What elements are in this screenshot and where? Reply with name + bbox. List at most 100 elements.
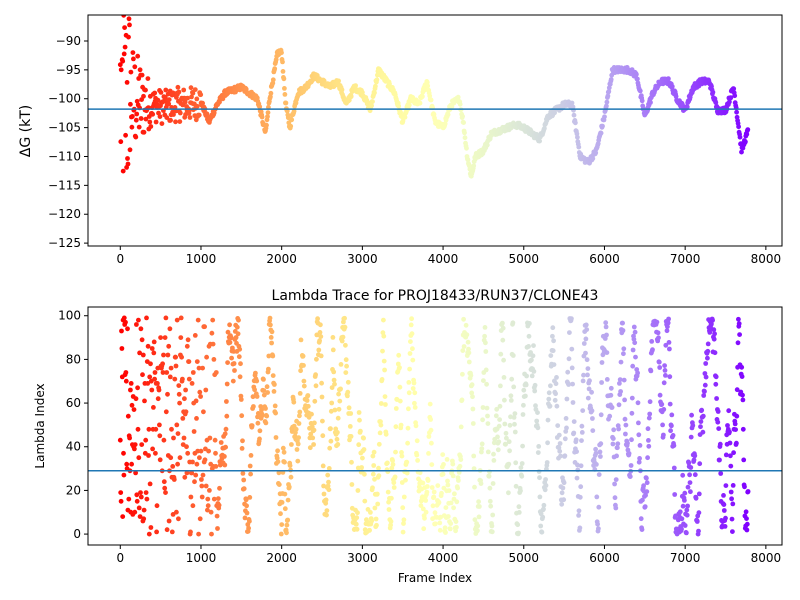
lambda-point [406,390,412,396]
lambda-point [491,458,497,463]
delta-g-point [336,78,341,84]
lambda-point [318,322,323,328]
lambda-point [722,524,728,529]
delta-g-point [710,89,716,95]
lambda-point [661,380,667,386]
lambda-point [392,474,398,480]
lambda-point [508,393,514,399]
lambda-point [179,354,185,360]
delta-g-point [129,124,135,130]
lambda-point [451,505,456,511]
lambda-point [410,357,416,363]
lambda-point [705,341,711,347]
lambda-point [163,315,169,321]
delta-g-point [571,112,577,118]
lambda-point [485,421,491,426]
lambda-point [535,410,540,415]
lambda-point [194,416,199,421]
lambda-point [161,437,167,443]
lambda-point [637,443,643,448]
lambda-point [349,459,354,465]
delta-g-point [445,112,451,117]
lambda-point [595,521,600,527]
lambda-point [348,411,354,416]
lambda-point [519,473,525,479]
lambda-point [636,459,642,465]
lambda-point [386,507,392,512]
lambda-y-ticks: 0 20 40 60 80 100 [58,309,88,541]
lambda-point [696,528,701,534]
lambda-point [500,325,506,331]
y-tick-label: −105 [48,121,81,135]
delta-g-point [189,94,194,100]
lambda-point [425,478,431,483]
lambda-point [546,390,552,396]
lambda-point [135,385,141,391]
lambda-point [661,407,667,412]
lambda-point [532,388,538,394]
lambda-point [644,489,650,494]
lambda-point [647,399,653,405]
lambda-point [400,529,406,535]
lambda-point [485,449,491,455]
delta-g-point [187,115,193,120]
lambda-point [471,466,477,471]
lambda-point [311,427,317,433]
delta-g-point [120,58,126,64]
lambda-point [711,327,717,333]
y-tick-label: 40 [66,440,81,454]
lambda-point [190,459,195,465]
lambda-point [542,487,548,493]
lambda-point [313,383,319,389]
lambda-point [362,471,367,477]
lambda-point [148,361,153,367]
lambda-point [278,511,283,517]
lambda-point [587,378,592,384]
lambda-point [186,376,192,382]
lambda-point [448,521,454,526]
lambda-point [151,350,157,356]
lambda-point [354,515,360,521]
lambda-point [401,494,407,500]
lambda-point [225,360,231,365]
delta-g-point [126,34,131,40]
delta-g-point [134,111,140,117]
lambda-point [742,484,747,490]
lambda-point [367,527,372,533]
delta-g-point [171,112,176,117]
lambda-point [535,425,541,431]
lambda-point [242,515,248,521]
lambda-point [671,443,677,448]
delta-g-point [574,131,580,137]
delta-g-point [283,100,289,106]
lambda-point [254,394,260,399]
lambda-point [336,406,342,412]
delta-g-point [639,98,645,104]
lambda-point [696,510,702,516]
lambda-point [338,362,344,367]
lambda-point [191,429,197,434]
lambda-point [228,335,234,341]
delta-g-point [608,77,614,82]
lambda-point [138,494,144,500]
lambda-y-axis-label: Lambda Index [33,383,47,468]
lambda-point [183,409,189,415]
lambda-point [497,403,503,409]
lambda-point [717,457,722,463]
lambda-point [264,413,270,419]
lambda-point [309,411,314,417]
lambda-point [173,354,179,360]
lambda-point [298,337,304,343]
lambda-point [729,516,735,522]
lambda-point [477,504,482,509]
lambda-point [521,402,526,408]
lambda-point [154,503,160,509]
lambda-point [537,475,542,481]
lambda-point [398,422,404,428]
lambda-point [149,346,155,351]
lambda-point [730,483,736,488]
lambda-point [232,368,237,373]
lambda-point [119,346,125,351]
lambda-point [205,507,210,513]
